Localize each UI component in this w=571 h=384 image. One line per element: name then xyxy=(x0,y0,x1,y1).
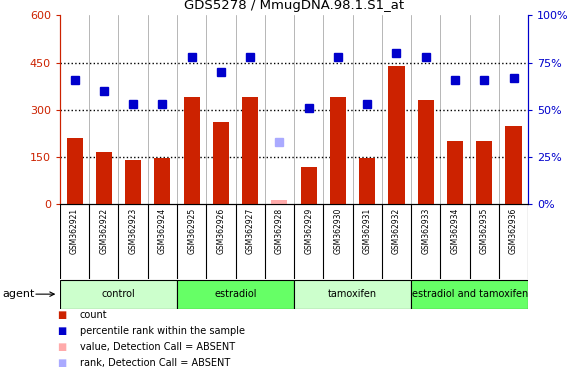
Text: ■: ■ xyxy=(57,310,66,320)
Bar xyxy=(184,97,200,204)
Text: estradiol and tamoxifen: estradiol and tamoxifen xyxy=(412,289,528,299)
Bar xyxy=(411,280,528,308)
Text: GSM362925: GSM362925 xyxy=(187,208,196,254)
Text: GSM362933: GSM362933 xyxy=(421,208,431,255)
Bar xyxy=(213,122,229,204)
Bar xyxy=(505,126,521,204)
Text: rank, Detection Call = ABSENT: rank, Detection Call = ABSENT xyxy=(80,358,230,368)
Text: estradiol: estradiol xyxy=(214,289,257,299)
Text: GSM362922: GSM362922 xyxy=(99,208,108,254)
Bar xyxy=(418,100,434,204)
Text: GSM362932: GSM362932 xyxy=(392,208,401,254)
Text: GSM362921: GSM362921 xyxy=(70,208,79,254)
Text: ■: ■ xyxy=(57,326,66,336)
Bar xyxy=(242,97,258,204)
Bar xyxy=(359,158,375,204)
Bar xyxy=(447,141,463,204)
Bar xyxy=(271,200,287,204)
Text: ■: ■ xyxy=(57,358,66,368)
Bar xyxy=(388,66,404,204)
Text: GDS5278 / MmugDNA.98.1.S1_at: GDS5278 / MmugDNA.98.1.S1_at xyxy=(184,0,404,12)
Bar xyxy=(294,280,411,308)
Bar xyxy=(301,167,317,204)
Text: GSM362934: GSM362934 xyxy=(451,208,460,255)
Text: tamoxifen: tamoxifen xyxy=(328,289,377,299)
Bar xyxy=(476,141,492,204)
Bar xyxy=(96,152,112,204)
Bar xyxy=(154,158,170,204)
Text: GSM362923: GSM362923 xyxy=(128,208,138,254)
Bar xyxy=(60,280,177,308)
Text: count: count xyxy=(80,310,107,320)
Text: GSM362927: GSM362927 xyxy=(246,208,255,254)
Text: GSM362924: GSM362924 xyxy=(158,208,167,254)
Text: GSM362929: GSM362929 xyxy=(304,208,313,254)
Text: GSM362936: GSM362936 xyxy=(509,208,518,255)
Text: agent: agent xyxy=(3,289,35,299)
Text: GSM362930: GSM362930 xyxy=(333,208,343,255)
Bar xyxy=(330,97,346,204)
Text: percentile rank within the sample: percentile rank within the sample xyxy=(80,326,245,336)
Text: value, Detection Call = ABSENT: value, Detection Call = ABSENT xyxy=(80,342,235,352)
Text: ■: ■ xyxy=(57,342,66,352)
Text: GSM362935: GSM362935 xyxy=(480,208,489,255)
Text: GSM362926: GSM362926 xyxy=(216,208,226,254)
Bar xyxy=(125,160,141,204)
Bar xyxy=(67,138,83,204)
Text: control: control xyxy=(102,289,135,299)
Bar xyxy=(177,280,294,308)
Text: GSM362928: GSM362928 xyxy=(275,208,284,254)
Text: GSM362931: GSM362931 xyxy=(363,208,372,254)
